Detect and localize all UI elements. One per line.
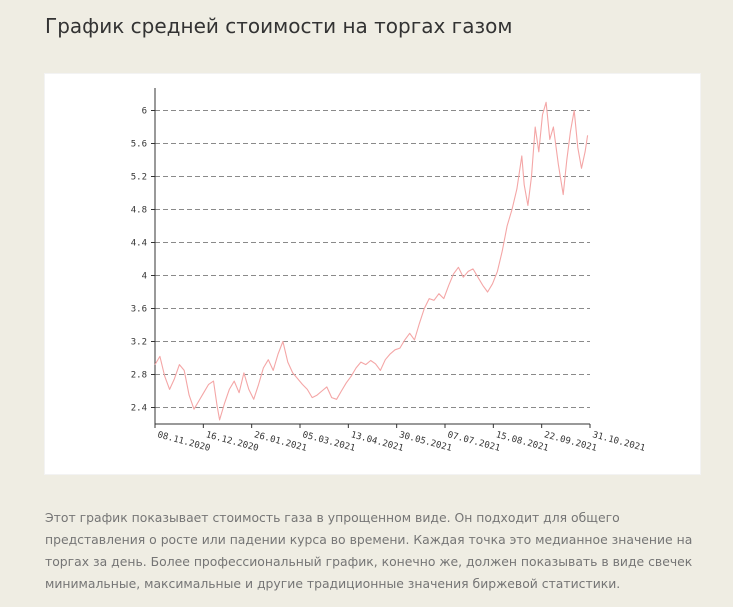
y-tick-label: 4.4 xyxy=(131,239,147,249)
y-tick-label: 4 xyxy=(142,272,147,282)
x-tick-label: 31.10.2021 xyxy=(591,430,646,454)
x-tick-label: 13.04.2021 xyxy=(350,430,405,454)
x-tick-label: 16.12.2020 xyxy=(205,430,260,454)
y-tick-label: 2.8 xyxy=(131,371,147,381)
x-tick-label: 22.09.2021 xyxy=(543,430,598,454)
page-title: График средней стоимости на торгах газом xyxy=(45,14,513,38)
x-tick-label: 05.03.2021 xyxy=(301,430,356,454)
x-tick-label: 08.11.2020 xyxy=(156,430,211,454)
x-tick-label: 15.08.2021 xyxy=(495,430,550,454)
price-series-line xyxy=(154,101,589,421)
y-tick-label: 3.2 xyxy=(131,338,147,348)
chart-description: Этот график показывает стоимость газа в … xyxy=(45,510,693,591)
y-tick-label: 3.6 xyxy=(131,305,147,315)
y-tick-label: 2.4 xyxy=(131,404,147,414)
y-tick-label: 5.2 xyxy=(131,173,147,183)
chart-panel: 2.4 2.8 3.2 3.6 4 4.4 4.8 5.2 5.6 6 08.11.2020 16.… xyxy=(45,74,700,474)
y-tick-label: 5.6 xyxy=(131,140,147,150)
price-line-chart: 2.4 2.8 3.2 3.6 4 4.4 4.8 5.2 5.6 6 08.11.202016.… xyxy=(131,88,646,454)
x-tick-label: 30.05.2021 xyxy=(398,430,453,454)
y-tick-label: 4.8 xyxy=(131,206,147,216)
x-tick-label: 07.07.2021 xyxy=(446,430,501,454)
y-tick-label: 6 xyxy=(142,107,147,117)
x-tick-label: 26.01.2021 xyxy=(253,430,308,454)
